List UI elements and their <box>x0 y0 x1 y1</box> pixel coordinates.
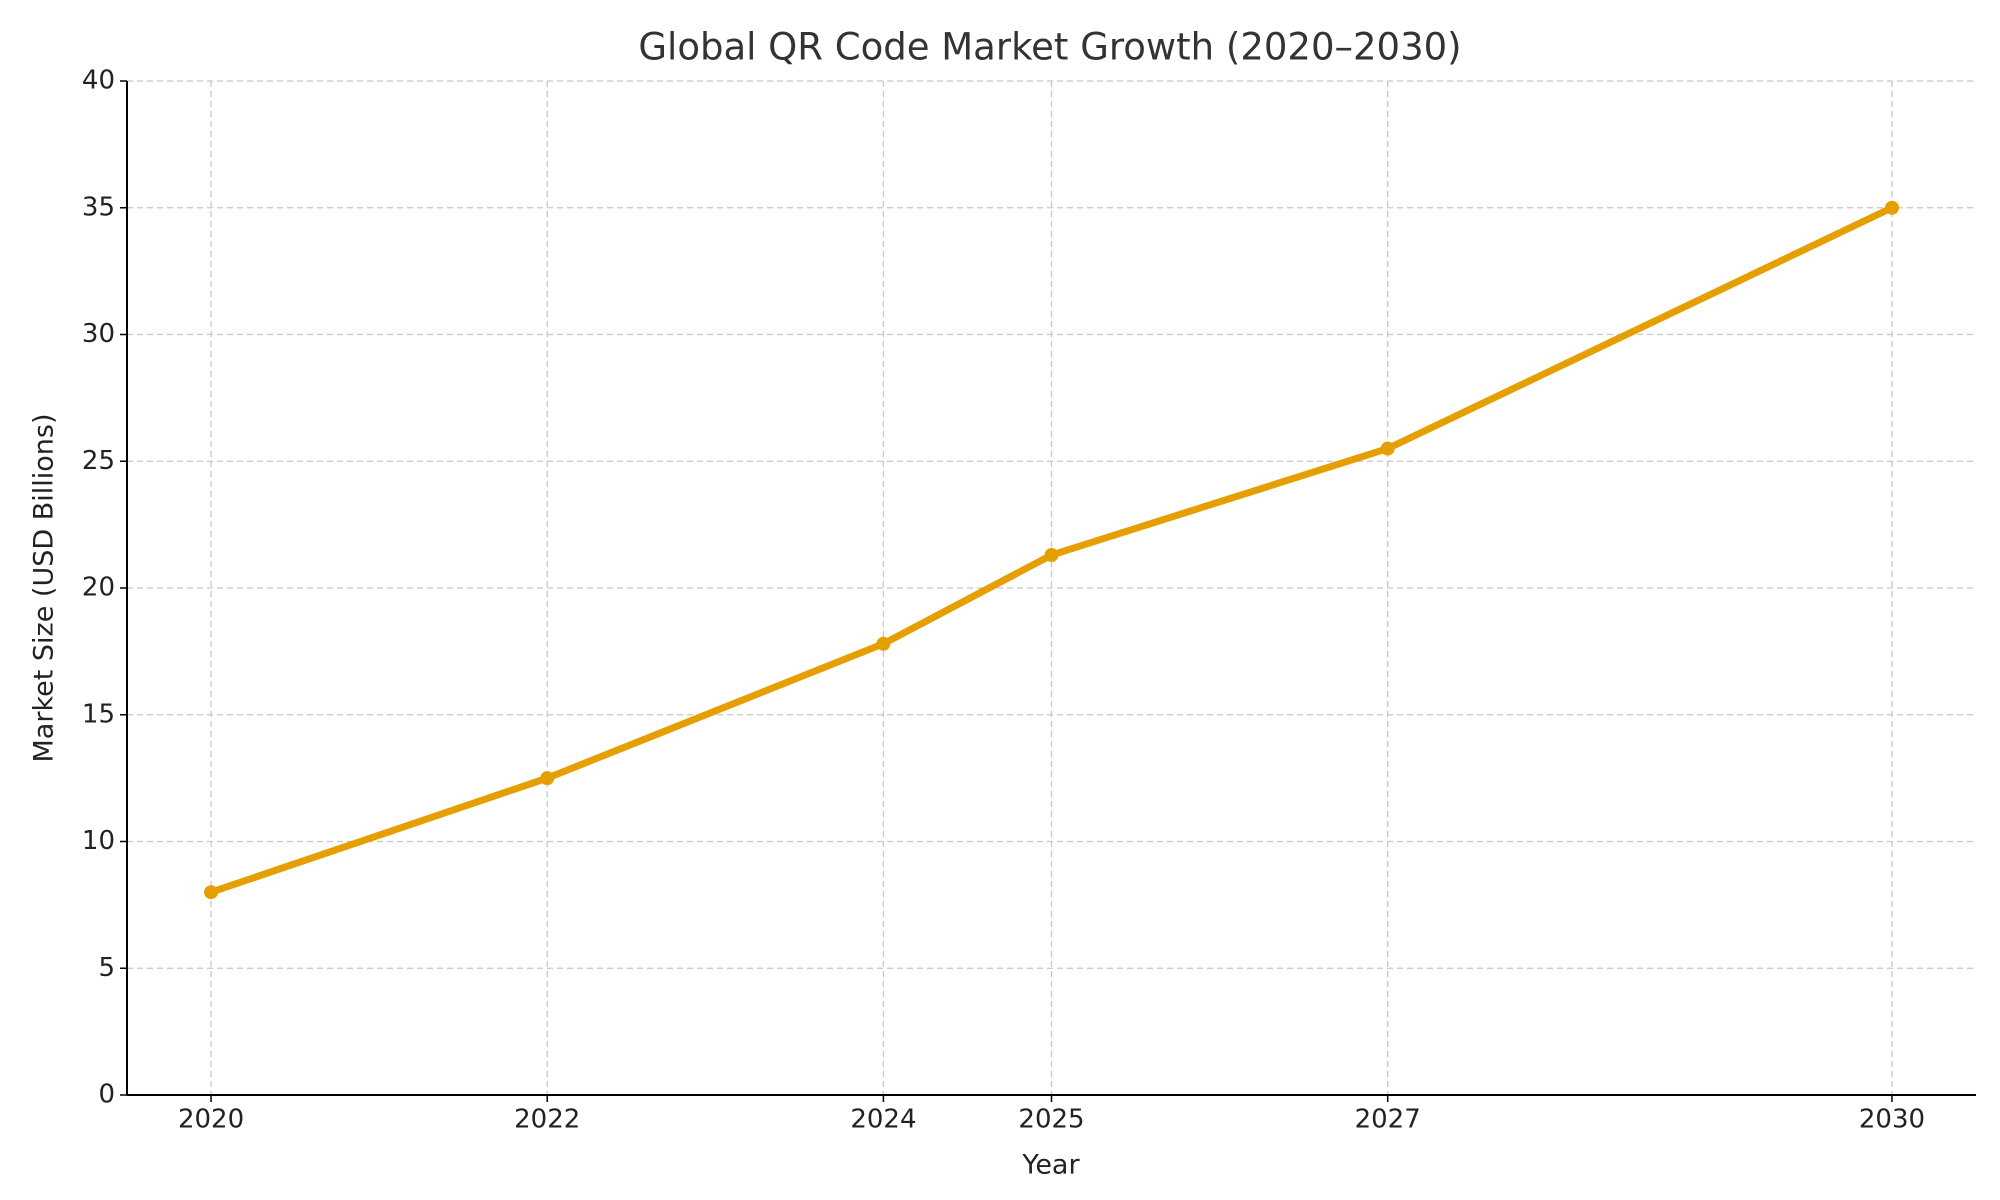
data-point <box>1044 548 1059 563</box>
data-point <box>876 636 891 651</box>
x-tick-label: 2030 <box>1859 1105 1925 1135</box>
data-point <box>204 885 219 900</box>
y-tick-label: 40 <box>82 66 115 96</box>
y-tick-label: 30 <box>82 319 115 349</box>
y-tick-label: 20 <box>82 573 115 603</box>
x-tick-label: 2020 <box>178 1105 244 1135</box>
data-point <box>1380 441 1395 456</box>
x-tick-label: 2027 <box>1355 1105 1421 1135</box>
y-tick-label: 10 <box>82 826 115 856</box>
x-tick-label: 2025 <box>1018 1105 1084 1135</box>
data-line <box>207 204 1896 896</box>
y-tick-label: 25 <box>82 446 115 476</box>
data-point <box>540 771 555 786</box>
y-tick-label: 5 <box>98 953 115 983</box>
x-tick-label: 2024 <box>850 1105 916 1135</box>
y-tick-label: 15 <box>82 699 115 729</box>
y-axis-label: Market Size (USD Billions) <box>29 414 60 763</box>
data-point <box>1884 200 1899 215</box>
y-tick-label: 0 <box>98 1080 115 1110</box>
x-axis-label: Year <box>1021 1150 1080 1181</box>
x-tick-label: 2022 <box>514 1105 580 1135</box>
chart-title: Global QR Code Market Growth (2020–2030) <box>638 26 1461 69</box>
y-tick-label: 35 <box>82 192 115 222</box>
